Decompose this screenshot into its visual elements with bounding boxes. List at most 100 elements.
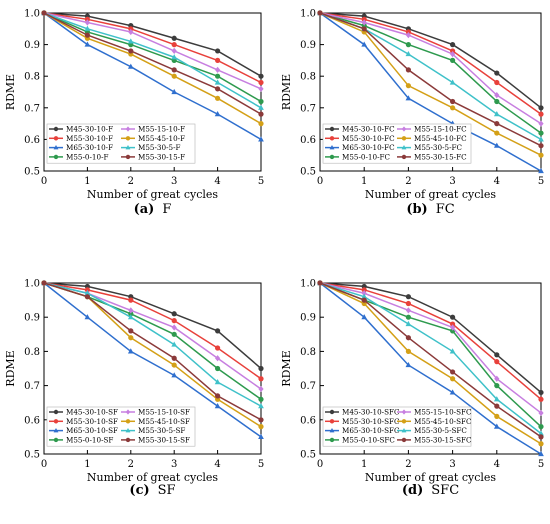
legend-entry: M55-30-10-SF [49,417,118,426]
legend-marker [329,144,335,150]
data-point [171,362,177,368]
series-line [319,12,542,109]
legend-marker [125,409,131,415]
y-tick-label: 0.7 [24,103,40,114]
data-point [538,105,544,111]
y-axis-label: RDME [4,74,17,110]
data-point [215,328,221,334]
y-axis-label: RDME [280,74,293,110]
legend-label: M55-0-10-FC [342,152,390,161]
data-point [317,10,323,16]
panel-caption: (c) SF [129,483,175,498]
caption-name: FC [436,202,455,217]
series-line [319,12,542,141]
data-point [128,297,134,303]
data-point [538,430,544,436]
data-point [494,130,500,136]
legend-entry: M65-30-10-FC [325,143,395,152]
legend-marker [53,154,59,160]
data-point [450,42,456,48]
data-point [258,403,264,409]
data-point [215,73,221,79]
data-point [215,365,221,372]
data-point [84,32,90,38]
y-tick-label: 1.0 [24,9,40,20]
data-point [494,79,500,86]
data-point [361,26,367,32]
legend-marker [329,409,335,415]
series-line [319,282,542,435]
legend-entry: M65-30-10-SFC [325,426,400,435]
data-point [128,48,134,54]
y-tick-label: 0.6 [300,135,316,146]
legend-entry: M55-30-10-FC [325,134,395,143]
x-tick-label: 1 [84,459,90,470]
data-point [84,294,90,300]
series-M55-15-10-SFC [317,279,544,417]
x-tick-label: 3 [449,459,455,470]
legend-label: M55-30-5-F [138,143,181,152]
caption-letter: (a) [134,202,155,217]
data-point [405,95,412,101]
legend-label: M55-45-10-F [138,134,185,143]
data-point [84,290,91,296]
caption-letter: (b) [406,202,427,217]
series-line [43,12,262,90]
data-point [171,54,178,60]
legend-entry: M55-30-5-F [121,143,181,152]
data-point [258,104,264,110]
data-point [538,450,544,457]
data-point [258,417,264,423]
legend-entry: M65-30-10-SF [49,426,118,435]
data-point [214,111,221,117]
legend-label: M55-0-10-SF [66,435,113,444]
legend-entry: M55-0-10-F [49,152,109,161]
data-point [128,28,134,36]
x-axis-label: Number of great cycles [365,471,496,484]
data-point [405,320,412,327]
data-point [215,393,221,399]
data-point [215,355,221,362]
data-point [405,300,411,307]
legend-label: M45-30-10-SFC [342,408,400,417]
series-M55-45-10-F [41,10,264,127]
data-point [494,98,500,105]
plot-frame [319,282,542,455]
data-point [214,403,221,409]
series-M45-30-10-F [41,10,264,79]
data-point [214,79,221,85]
data-point [258,396,264,402]
legend-marker [125,427,131,433]
x-tick-label: 5 [538,176,544,187]
legend: M45-30-10-FCM55-30-10-FCM65-30-10-FCM55-… [322,123,472,164]
series-line [43,12,262,103]
legend-label: M55-15-10-SF [138,408,190,417]
series-line [43,12,262,125]
series-line [43,282,262,380]
data-point [493,111,500,117]
data-point [128,335,134,341]
data-point [171,311,177,317]
legend-marker [329,154,335,160]
y-tick-label: 1.0 [300,9,316,20]
data-point [127,38,134,44]
legend-marker [401,419,407,424]
data-point [405,50,412,57]
y-tick-label: 0.7 [300,103,316,114]
y-tick-label: 0.5 [24,167,40,178]
x-tick-label: 1 [361,176,367,187]
x-axis-label: Number of great cycles [365,188,496,201]
legend-marker [329,427,335,433]
data-point [171,73,177,79]
data-point [405,314,411,320]
data-point [171,42,177,48]
x-tick-label: 0 [41,176,47,187]
data-point [493,423,500,429]
y-tick-label: 0.8 [24,72,40,83]
x-tick-label: 0 [41,459,47,470]
legend-entry: M45-30-10-SF [49,408,118,417]
series-line [43,12,262,141]
data-point [128,307,134,314]
data-point [84,287,90,293]
legend-entry: M45-30-10-F [49,125,113,134]
